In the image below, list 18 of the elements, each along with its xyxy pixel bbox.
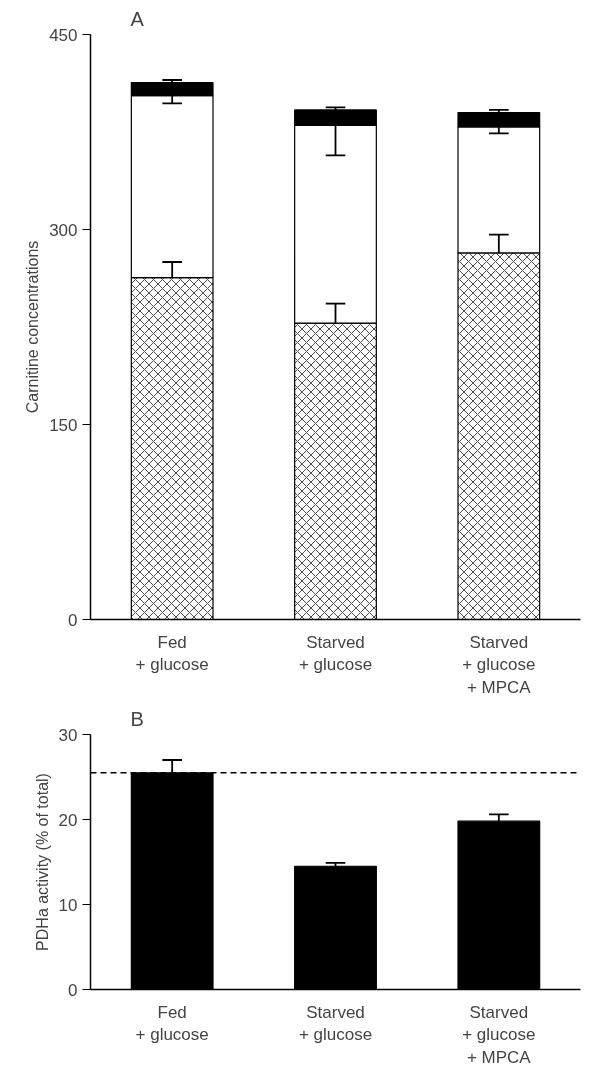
chart-title: B bbox=[130, 707, 144, 730]
y-axis-title: PDHa activity (% of total) bbox=[33, 773, 51, 951]
y-tick-label: 300 bbox=[49, 220, 78, 240]
y-tick-label: 10 bbox=[58, 895, 78, 915]
x-tick-label: Starved + glucose + MPCA bbox=[462, 1002, 536, 1068]
y-tick-label: 150 bbox=[49, 415, 78, 435]
y-tick-label: 450 bbox=[49, 25, 78, 45]
x-tick-label: Starved + glucose + MPCA bbox=[462, 632, 536, 698]
x-tick-label: Starved + glucose bbox=[298, 632, 373, 675]
chart-title: A bbox=[130, 7, 145, 30]
y-tick-label: 0 bbox=[68, 610, 78, 630]
y-tick-label: 30 bbox=[58, 725, 78, 745]
y-axis-title: Carnitine concentrations bbox=[24, 240, 42, 414]
y-tick-label: 0 bbox=[68, 980, 78, 1000]
y-tick-label: 20 bbox=[58, 810, 78, 830]
x-tick-label: Starved + glucose bbox=[298, 1002, 373, 1045]
x-tick-label: Fed + glucose bbox=[135, 1002, 209, 1045]
x-tick-label: Fed + glucose bbox=[135, 632, 209, 675]
